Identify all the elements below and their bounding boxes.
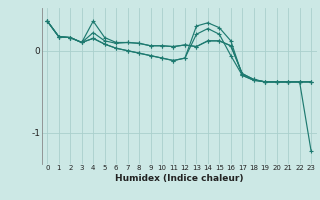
- X-axis label: Humidex (Indice chaleur): Humidex (Indice chaleur): [115, 174, 244, 183]
